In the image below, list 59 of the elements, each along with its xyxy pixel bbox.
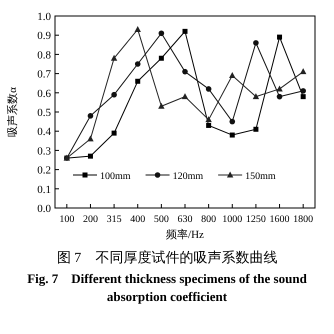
y-tick-label: 0.9 bbox=[37, 30, 52, 42]
x-tick-label: 400 bbox=[130, 214, 146, 225]
y-tick-label: 0.3 bbox=[37, 145, 52, 158]
point bbox=[112, 130, 117, 136]
x-tick-label: 315 bbox=[106, 214, 122, 225]
point bbox=[134, 26, 141, 32]
y-tick-label: 1.0 bbox=[37, 11, 52, 23]
point bbox=[230, 132, 235, 138]
x-tick-label: 200 bbox=[82, 214, 98, 225]
legend-label: 120mm bbox=[172, 171, 204, 182]
point bbox=[229, 72, 236, 78]
point bbox=[158, 102, 165, 109]
point bbox=[158, 56, 164, 61]
x-tick-label: 500 bbox=[154, 214, 169, 225]
point bbox=[182, 68, 188, 74]
point bbox=[300, 68, 306, 74]
y-tick-label: 0.5 bbox=[37, 107, 52, 119]
x-axis-title: 频率/Hz bbox=[166, 228, 204, 241]
point bbox=[182, 93, 188, 100]
point bbox=[252, 93, 260, 100]
point bbox=[182, 28, 188, 34]
x-tick-label: 1800 bbox=[293, 214, 314, 225]
y-tick-label: 0.0 bbox=[37, 203, 52, 215]
point bbox=[206, 86, 212, 92]
caption: Fig. 7 Different thickness specimens of the sound absorption coefficient bbox=[26, 270, 308, 306]
y-axis-title: 吸声系数α bbox=[6, 86, 19, 137]
point bbox=[87, 135, 94, 142]
x-tick-label: 630 bbox=[178, 214, 192, 225]
point bbox=[300, 94, 306, 100]
legend-label: 150mm bbox=[245, 171, 276, 182]
y-tick-label: 0.2 bbox=[37, 164, 51, 177]
point bbox=[135, 78, 140, 84]
x-tick-label: 100 bbox=[59, 214, 74, 225]
point bbox=[253, 40, 259, 46]
x-tick-label: 1000 bbox=[222, 214, 242, 225]
point bbox=[134, 61, 141, 67]
x-tick-label: 800 bbox=[201, 214, 216, 225]
x-tick-label: 1250 bbox=[246, 214, 266, 225]
point bbox=[229, 118, 236, 124]
y-tick-label: 0.7 bbox=[37, 68, 52, 81]
point bbox=[277, 34, 282, 40]
point bbox=[276, 94, 282, 100]
point bbox=[111, 92, 117, 98]
point bbox=[253, 126, 258, 132]
y-tick-label: 0.6 bbox=[37, 88, 52, 100]
y-tick-label: 0.4 bbox=[37, 126, 52, 138]
point bbox=[205, 116, 212, 122]
point bbox=[276, 85, 283, 92]
point bbox=[88, 113, 94, 119]
y-tick-label: 0.8 bbox=[37, 49, 52, 62]
point bbox=[158, 30, 164, 36]
caption: 图 7 不同厚度试件的吸声系数曲线 bbox=[56, 250, 278, 268]
x-tick-label: 1600 bbox=[270, 214, 290, 225]
point bbox=[88, 154, 93, 159]
legend-label: 100mm bbox=[100, 171, 131, 182]
point bbox=[206, 122, 212, 128]
y-tick-label: 0.1 bbox=[37, 184, 51, 196]
point bbox=[300, 88, 306, 94]
point bbox=[110, 54, 118, 61]
